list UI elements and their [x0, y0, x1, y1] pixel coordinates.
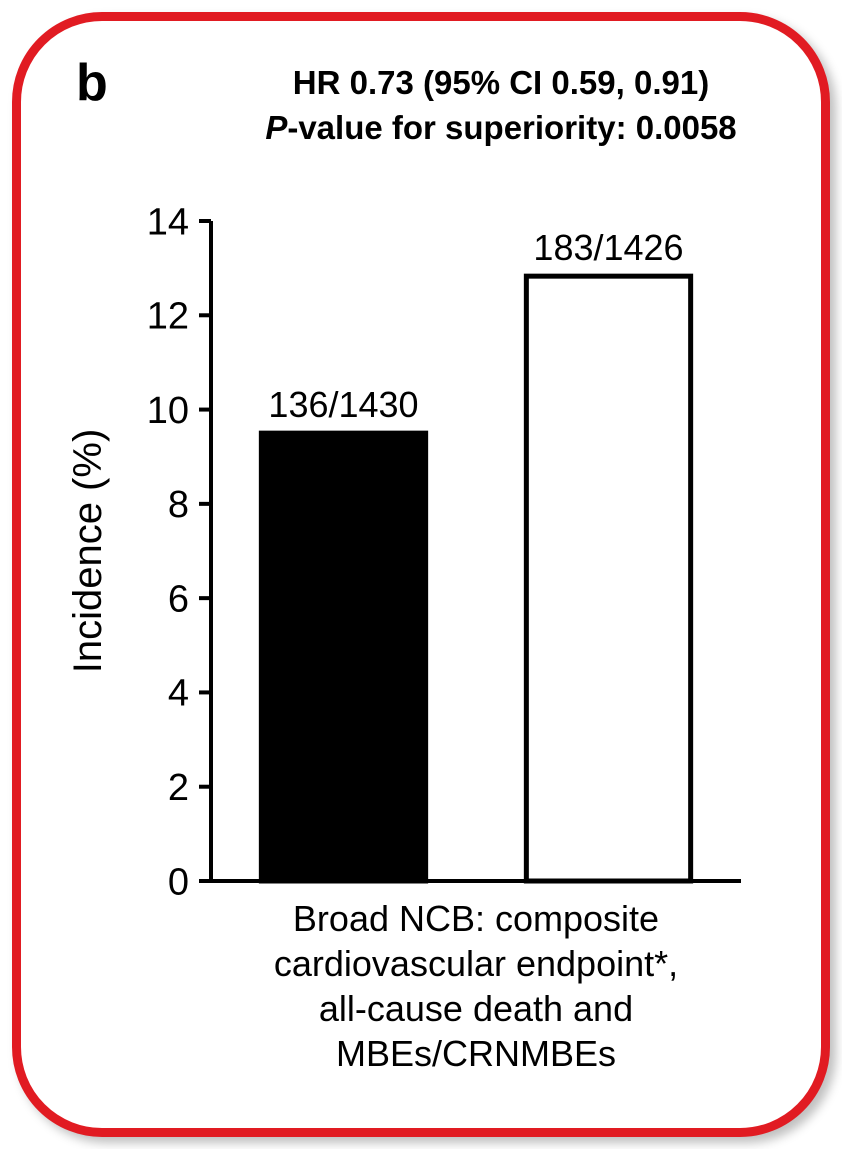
bar-data-label: 183/1426 [533, 227, 683, 268]
y-tick-label: 10 [147, 390, 189, 432]
x-axis-label-line: Broad NCB: composite [293, 898, 659, 939]
x-axis-label-line: MBEs/CRNMBEs [336, 1033, 616, 1074]
y-tick-label: 6 [168, 578, 189, 620]
x-axis-label-line: all-cause death and [319, 988, 633, 1029]
y-tick-label: 4 [168, 673, 189, 715]
y-tick-label: 0 [168, 861, 189, 903]
y-tick-label: 14 [147, 201, 189, 243]
y-tick-label: 8 [168, 484, 189, 526]
y-axis-label: Incidence (%) [66, 429, 110, 674]
bar-1 [261, 433, 425, 881]
bar-data-label: 136/1430 [268, 384, 418, 425]
x-axis-label-line: cardiovascular endpoint*, [274, 943, 678, 984]
y-tick-label: 12 [147, 296, 189, 338]
bar-2 [526, 276, 690, 881]
y-tick-label: 2 [168, 767, 189, 809]
incidence-bar-chart: 0 2 4 6 8 10 12 14 136/1430 183/1426 Incidence (%)… [21, 21, 781, 1131]
figure-panel: b HR 0.73 (95% CI 0.59, 0.91) P-value fo… [12, 12, 830, 1137]
